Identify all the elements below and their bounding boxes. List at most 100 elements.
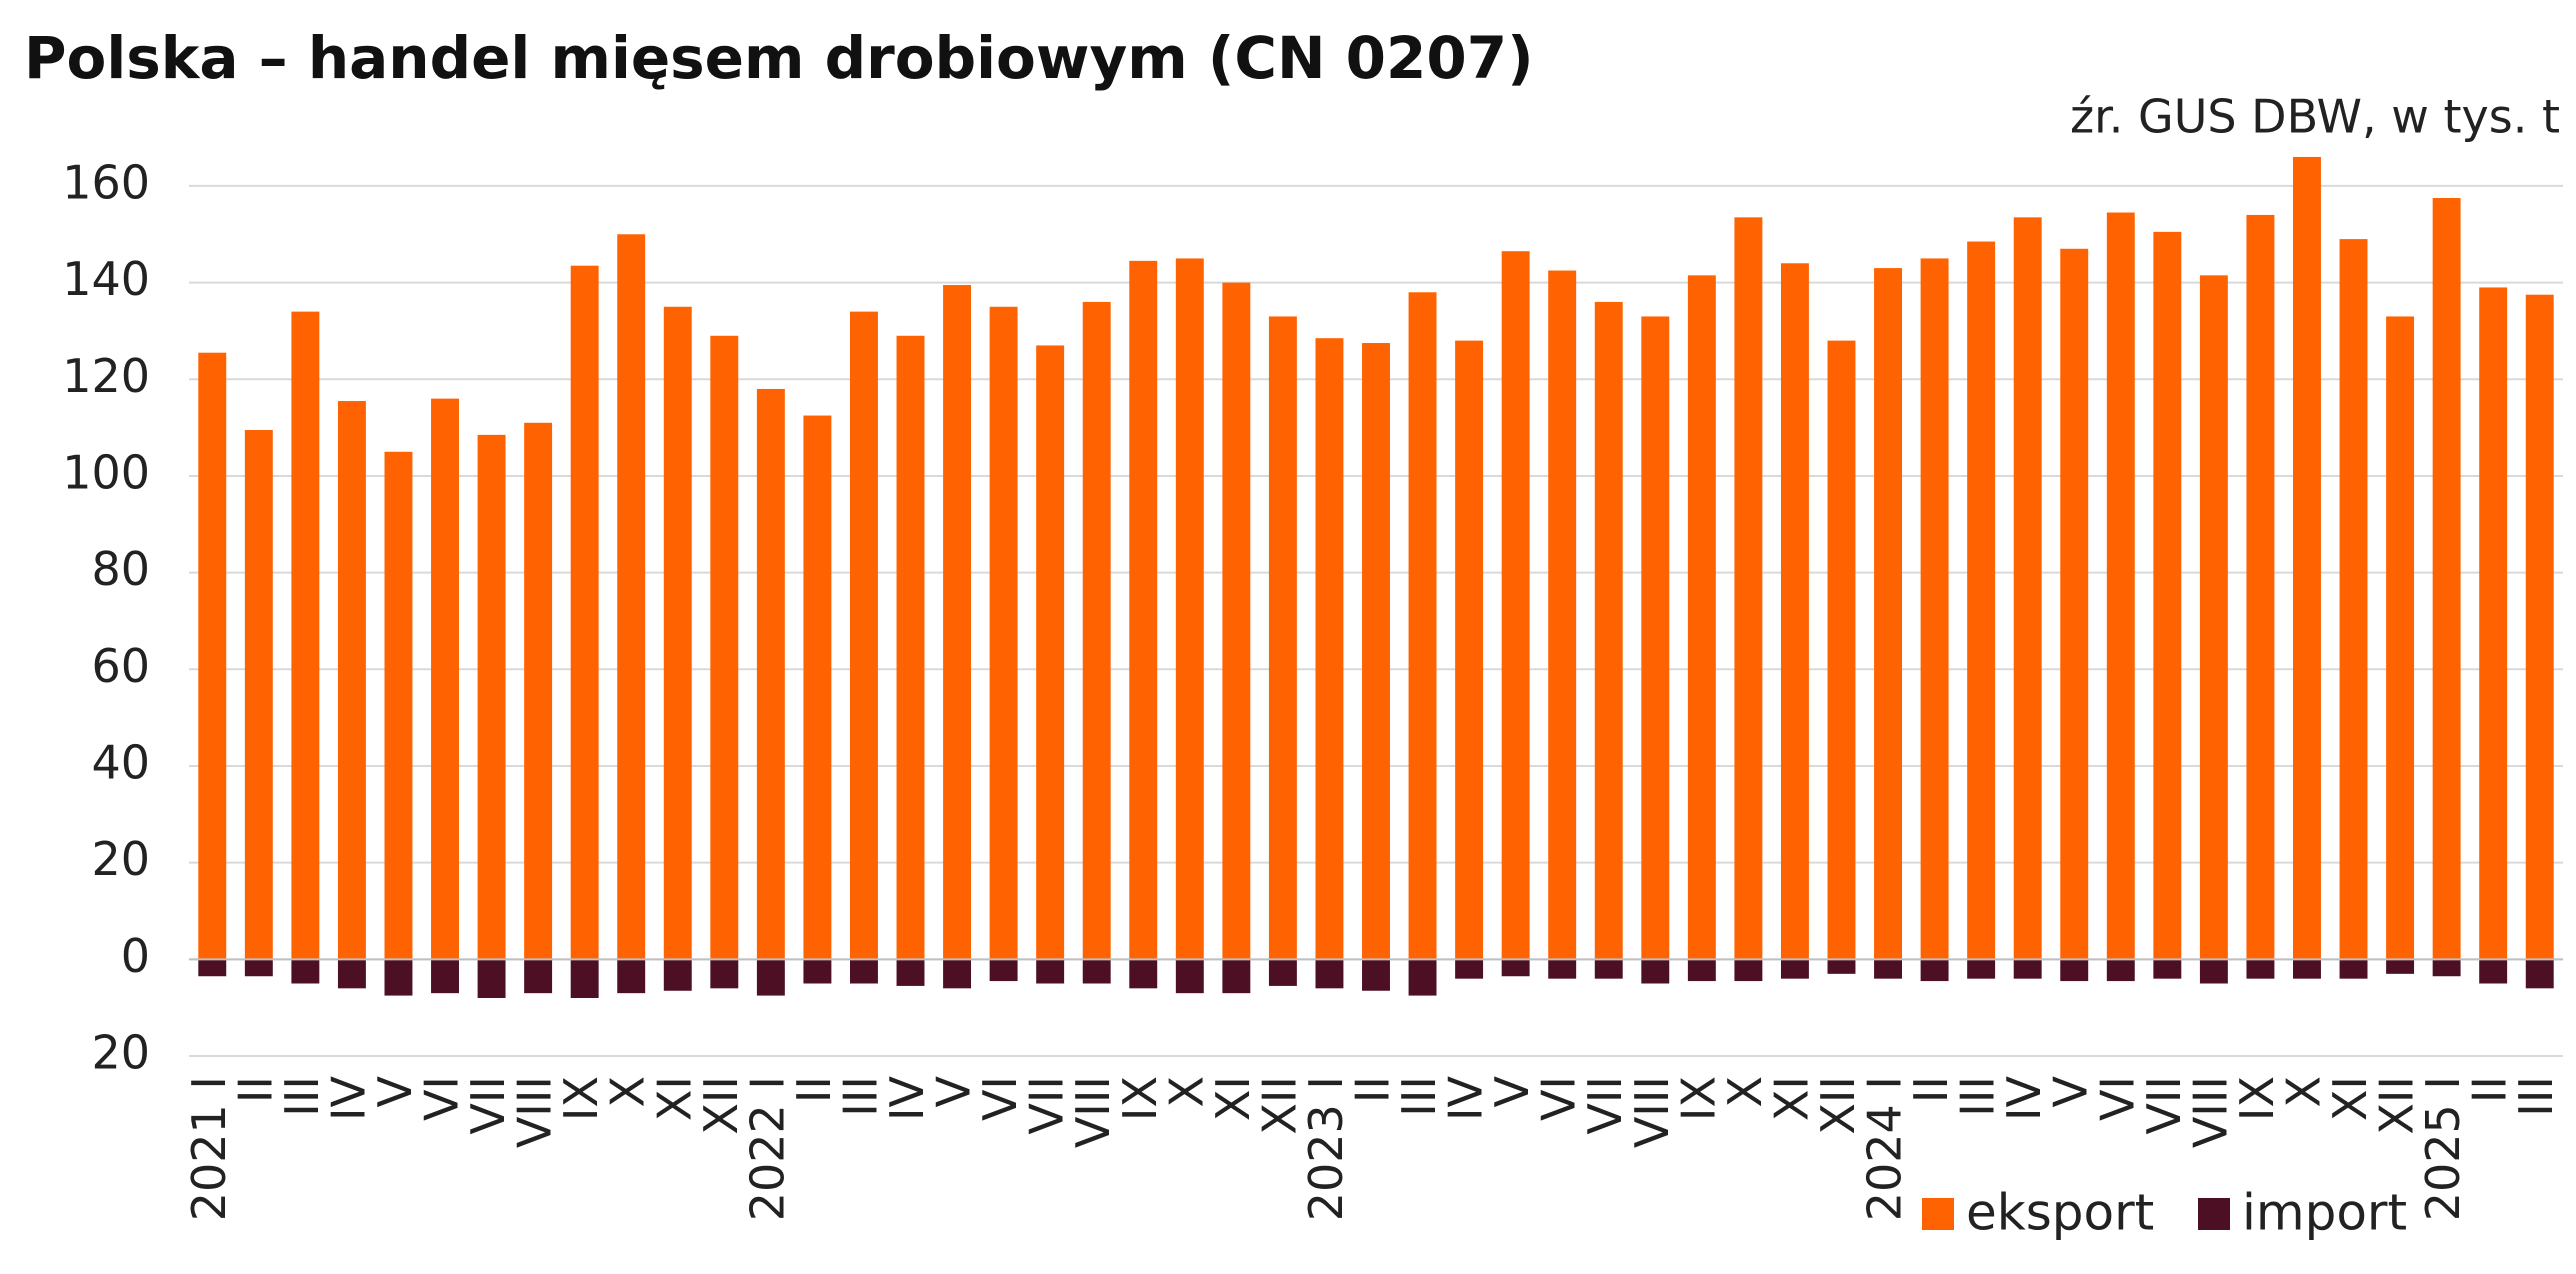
y-tick-label: 80 <box>91 542 150 596</box>
bar <box>1734 959 1763 982</box>
bar <box>2246 959 2275 979</box>
bar <box>2339 959 2368 979</box>
legend-label: import <box>2242 1184 2407 1242</box>
bar <box>2386 959 2415 974</box>
bar <box>337 959 366 989</box>
x-tick-label: VII <box>2137 1076 2191 1135</box>
bar <box>663 306 692 960</box>
bar <box>384 959 413 996</box>
bar <box>1408 959 1437 996</box>
bar <box>1315 338 1344 960</box>
bar <box>244 959 273 977</box>
y-tick-label: 60 <box>91 639 150 693</box>
x-tick-label: XII <box>1811 1076 1865 1135</box>
bar <box>2106 212 2135 960</box>
bar <box>1548 270 1577 960</box>
bar <box>291 311 320 960</box>
y-tick-label: 140 <box>62 252 150 306</box>
bar <box>2479 959 2508 984</box>
y-tick-label: 120 <box>62 349 150 403</box>
x-tick-label: V <box>368 1075 422 1107</box>
x-tick-label: V <box>927 1075 981 1107</box>
bar <box>2199 959 2228 984</box>
bar <box>989 306 1018 960</box>
legend-swatch <box>1922 1198 1954 1230</box>
bar <box>756 959 785 996</box>
bar <box>1315 959 1344 989</box>
x-tick-label: IV <box>321 1075 375 1121</box>
bar <box>617 959 646 994</box>
x-tick-label: VII <box>1020 1076 1074 1135</box>
x-tick-label: VII <box>1578 1076 1632 1135</box>
bar <box>570 265 599 960</box>
chart-subtitle: źr. GUS DBW, w tys. t <box>2070 90 2560 144</box>
bar <box>1874 959 1903 979</box>
bar <box>1967 241 1996 960</box>
bar <box>2293 156 2321 960</box>
x-tick-label: V <box>2044 1075 2098 1107</box>
bar <box>1222 959 1251 994</box>
chart-title: Polska – handel mięsem drobiowym (CN 020… <box>24 24 1534 92</box>
bar <box>1641 316 1670 960</box>
x-tick-label: 2023 I <box>1299 1076 1353 1221</box>
bar <box>1175 959 1204 994</box>
bar <box>2153 959 2182 979</box>
x-tick-label: X <box>2276 1076 2330 1108</box>
bar <box>943 959 972 989</box>
x-tick-label: VII <box>461 1076 515 1135</box>
x-tick-label: IX <box>1113 1076 1167 1121</box>
bar <box>896 335 925 960</box>
x-tick-label: XI <box>2323 1076 2377 1121</box>
bar <box>663 959 692 991</box>
x-tick-label: II <box>1904 1076 1958 1103</box>
bar <box>849 311 878 960</box>
bar <box>1827 340 1856 960</box>
x-tick-label: III <box>1951 1076 2005 1117</box>
bar <box>2293 959 2321 979</box>
bar <box>2106 959 2135 982</box>
x-tick-label: IX <box>1671 1076 1725 1121</box>
x-tick-label: II <box>228 1076 282 1103</box>
bar <box>524 422 553 960</box>
x-tick-label: V <box>1485 1075 1539 1107</box>
x-tick-label: 2022 I <box>740 1076 794 1221</box>
bar <box>1268 316 1297 960</box>
x-tick-label: II <box>787 1076 841 1103</box>
y-tick-label: 40 <box>91 735 150 789</box>
bar <box>1780 959 1809 979</box>
bar <box>2199 275 2228 960</box>
bar <box>710 335 739 960</box>
bar <box>431 959 459 994</box>
bar <box>1687 959 1716 982</box>
x-tick-label: VIII <box>1066 1076 1120 1148</box>
bar <box>477 434 506 960</box>
bar <box>1501 959 1530 977</box>
bar <box>1036 345 1065 960</box>
x-tick-label: IX <box>2230 1076 2284 1121</box>
bar <box>2525 294 2554 960</box>
bar <box>1082 301 1111 960</box>
bar <box>1408 292 1437 960</box>
bar <box>1501 251 1530 960</box>
bar <box>1967 959 1996 979</box>
x-tick-label: III <box>275 1076 329 1117</box>
bar <box>617 234 646 960</box>
bar <box>2153 231 2182 960</box>
y-tick-label: 20 <box>91 832 150 886</box>
x-tick-label: X <box>1159 1076 1213 1108</box>
bar <box>2246 214 2275 960</box>
bar <box>756 388 785 960</box>
x-tick-label: XII <box>2370 1076 2424 1135</box>
bar <box>1594 301 1623 960</box>
bar <box>1175 258 1204 960</box>
bar <box>1920 959 1949 982</box>
x-tick-label: IV <box>880 1075 934 1121</box>
bar <box>1594 959 1623 979</box>
y-tick-label: 0 <box>121 929 150 983</box>
bar <box>2432 959 2461 977</box>
bar <box>198 352 227 960</box>
bar <box>524 959 553 994</box>
x-tick-label: XII <box>1252 1076 1306 1135</box>
bar <box>2432 198 2461 960</box>
bar <box>2013 217 2042 960</box>
